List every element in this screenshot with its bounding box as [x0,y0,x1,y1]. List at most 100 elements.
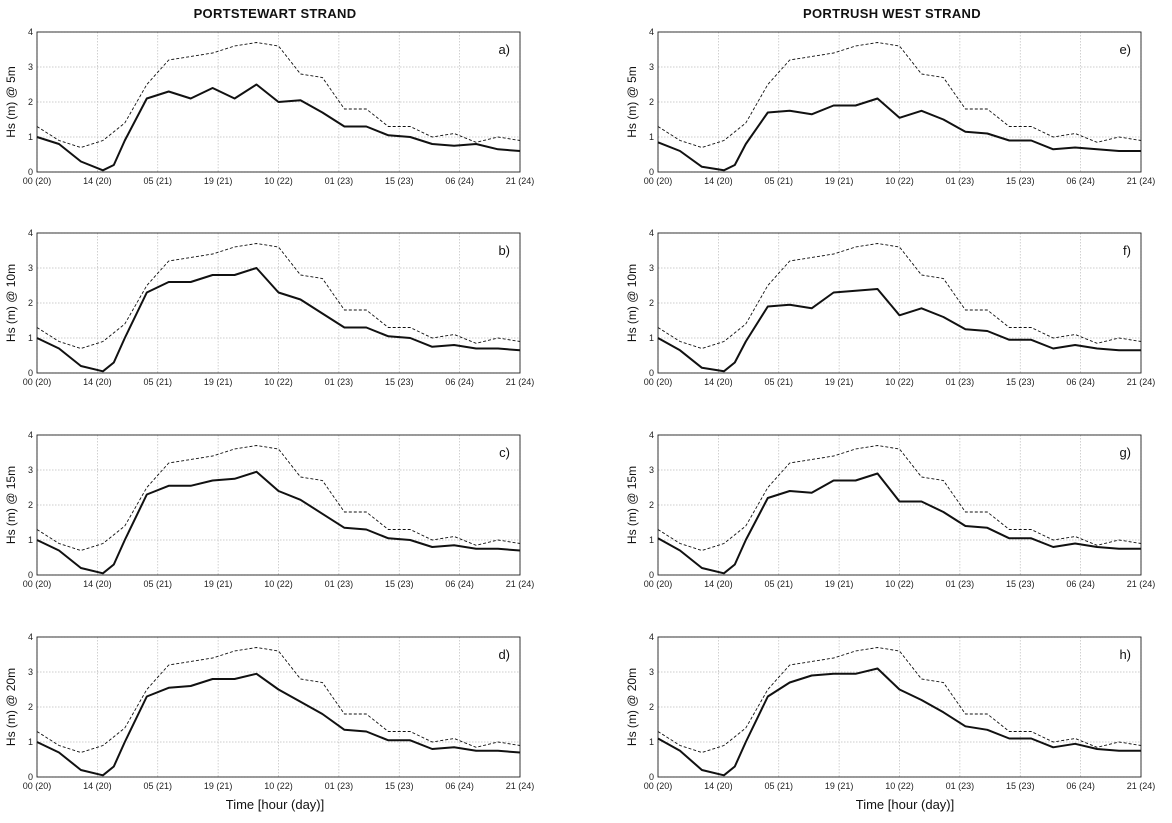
x-tick-label: 14 (20) [83,176,112,186]
plot-frame [36,636,521,778]
y-axis-label: Hs (m) @ 5m [4,66,18,138]
y-tick-label: 4 [649,632,654,642]
y-axis-label: Hs (m) @ 20m [625,668,639,746]
x-tick-label: 00 (20) [644,579,673,589]
y-tick-label: 1 [649,737,654,747]
x-tick-label: 06 (24) [445,377,474,387]
right-column-title: PORTRUSH WEST STRAND [803,6,981,21]
panel-label: h) [1119,647,1131,662]
x-tick-label: 19 (21) [825,377,854,387]
x-tick-label: 19 (21) [825,781,854,791]
y-tick-label: 4 [649,430,654,440]
x-tick-label: 00 (20) [23,781,52,791]
x-tick-label: 15 (23) [385,176,414,186]
x-tick-label: 00 (20) [644,781,673,791]
y-tick-label: 3 [28,465,33,475]
x-tick-label: 01 (23) [325,377,354,387]
x-tick-label: 05 (21) [143,176,172,186]
y-tick-label: 2 [649,298,654,308]
y-axis-label: Hs (m) @ 20m [4,668,18,746]
x-tick-label: 05 (21) [143,781,172,791]
x-tick-label: 14 (20) [83,377,112,387]
y-tick-label: 0 [28,167,33,177]
y-tick-label: 3 [28,667,33,677]
x-tick-label: 01 (23) [325,176,354,186]
panel-label: b) [498,243,510,258]
x-tick-label: 00 (20) [644,176,673,186]
panel-label: d) [498,647,510,662]
x-tick-label: 21 (24) [1127,781,1156,791]
x-tick-label: 15 (23) [1006,579,1035,589]
y-tick-label: 2 [649,97,654,107]
y-tick-label: 3 [28,263,33,273]
series-line-dashed [36,243,521,349]
x-tick-label: 15 (23) [1006,377,1035,387]
x-tick-label: 14 (20) [704,176,733,186]
x-tick-label: 01 (23) [946,579,975,589]
y-tick-label: 0 [649,772,654,782]
x-tick-label: 19 (21) [204,377,233,387]
x-tick-label: 15 (23) [1006,781,1035,791]
panel-label: a) [498,42,510,57]
x-tick-label: 14 (20) [704,579,733,589]
series-line-solid [36,83,521,172]
x-tick-label: 06 (24) [445,176,474,186]
x-tick-label: 14 (20) [83,781,112,791]
x-tick-label: 10 (22) [264,579,293,589]
x-tick-label: 10 (22) [264,377,293,387]
x-tick-label: 21 (24) [1127,176,1156,186]
y-tick-label: 2 [649,500,654,510]
plot-frame [657,636,1142,778]
x-tick-label: 19 (21) [204,781,233,791]
panel-a: 00 (20) 14 (20) 05 (21) 19 (21) 10 (22) 01 (2… [4,27,534,186]
x-tick-label: 10 (22) [264,176,293,186]
panel-e: 00 (20) 14 (20) 05 (21) 19 (21) 10 (22) 01 (2… [625,27,1155,186]
x-tick-label: 05 (21) [764,176,793,186]
panel-f: 00 (20) 14 (20) 05 (21) 19 (21) 10 (22) 01 (2… [625,228,1155,387]
series-line-solid [36,672,521,777]
x-tick-label: 19 (21) [825,579,854,589]
x-tick-label: 14 (20) [704,781,733,791]
y-tick-label: 1 [28,737,33,747]
panel-d: 00 (20) 14 (20) 05 (21) 19 (21) 10 (22) 01 (2… [4,632,534,791]
y-tick-label: 4 [28,632,33,642]
y-tick-label: 3 [649,62,654,72]
panel-label: g) [1119,445,1131,460]
plot-frame [657,434,1142,576]
y-tick-label: 1 [28,535,33,545]
series-line-solid [657,472,1141,575]
y-tick-label: 4 [649,27,654,37]
series-line-dashed [657,42,1142,148]
x-axis-label-right: Time [hour (day)] [855,797,955,812]
panel-h: 00 (20) 14 (20) 05 (21) 19 (21) 10 (22) 01 (2… [625,632,1155,791]
x-tick-label: 01 (23) [946,781,975,791]
series-line-dashed [36,42,521,148]
x-tick-label: 05 (21) [764,579,793,589]
panel-label: e) [1119,42,1131,57]
y-tick-label: 1 [28,132,33,142]
x-axis-label-left: Time [hour (day)] [225,797,325,812]
y-tick-label: 1 [28,333,33,343]
x-tick-label: 15 (23) [1006,176,1035,186]
x-tick-label: 00 (20) [23,579,52,589]
plot-frame [657,31,1142,173]
series-line-dashed [657,243,1142,349]
y-tick-label: 4 [28,430,33,440]
series-line-dashed [657,445,1142,551]
y-axis-label: Hs (m) @ 15m [4,466,18,544]
y-tick-label: 1 [649,333,654,343]
y-tick-label: 4 [28,228,33,238]
x-tick-label: 14 (20) [704,377,733,387]
y-axis-label: Hs (m) @ 15m [625,466,639,544]
y-tick-label: 2 [28,97,33,107]
x-tick-label: 00 (20) [23,176,52,186]
x-tick-label: 10 (22) [885,579,914,589]
y-tick-label: 0 [28,570,33,580]
x-tick-label: 10 (22) [885,781,914,791]
x-tick-label: 19 (21) [204,579,233,589]
x-tick-label: 05 (21) [143,579,172,589]
x-tick-label: 15 (23) [385,781,414,791]
y-tick-label: 2 [28,298,33,308]
y-tick-label: 3 [649,667,654,677]
